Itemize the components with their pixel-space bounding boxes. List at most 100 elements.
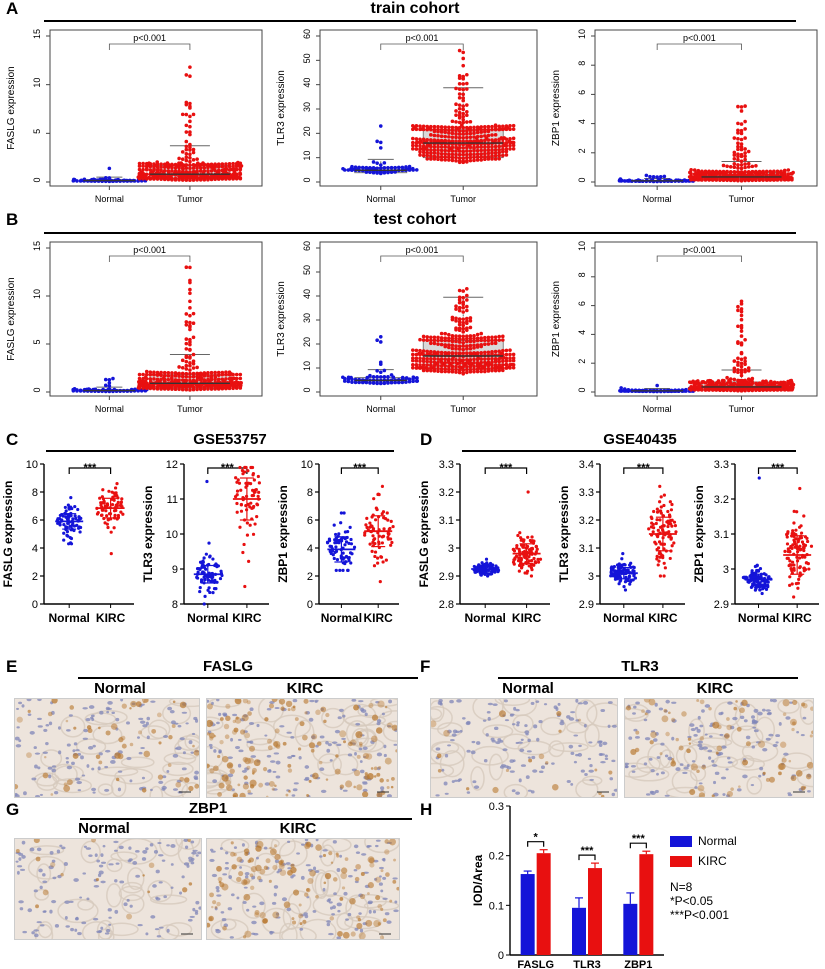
data-point bbox=[246, 469, 250, 473]
dab-stain bbox=[158, 741, 162, 745]
data-point bbox=[411, 375, 416, 379]
dab-stain bbox=[121, 703, 127, 709]
data-point bbox=[461, 146, 466, 150]
data-point bbox=[368, 373, 372, 378]
cell-nucleus bbox=[286, 731, 292, 734]
data-point bbox=[651, 530, 655, 534]
dab-stain bbox=[207, 703, 213, 710]
data-point bbox=[188, 371, 192, 376]
cell-nucleus bbox=[713, 780, 717, 785]
data-point bbox=[107, 381, 112, 385]
dab-stain bbox=[232, 792, 239, 797]
data-point bbox=[621, 552, 625, 556]
data-point bbox=[375, 368, 379, 373]
data-point bbox=[461, 111, 466, 116]
data-point bbox=[526, 490, 530, 494]
cell-nucleus bbox=[185, 722, 189, 725]
significance-bracket bbox=[380, 255, 464, 262]
data-point bbox=[432, 335, 437, 340]
cell-nucleus bbox=[51, 768, 57, 773]
data-point bbox=[754, 381, 758, 386]
tissue-structure bbox=[52, 777, 93, 794]
dab-stain bbox=[353, 769, 361, 777]
data-point bbox=[457, 295, 462, 300]
dab-stain bbox=[246, 700, 251, 705]
data-point bbox=[198, 371, 203, 376]
data-point bbox=[736, 308, 740, 313]
data-point bbox=[483, 363, 487, 368]
y-tick-label: 3.1 bbox=[439, 515, 454, 527]
data-point bbox=[457, 135, 462, 140]
data-point bbox=[101, 488, 105, 492]
data-point bbox=[743, 127, 747, 131]
dab-stain bbox=[280, 706, 285, 711]
cell-nucleus bbox=[679, 763, 684, 766]
data-point bbox=[107, 489, 111, 493]
data-point bbox=[341, 551, 345, 555]
data-point bbox=[626, 388, 631, 392]
data-point bbox=[432, 127, 437, 132]
panel-e-rule bbox=[78, 677, 418, 679]
dab-stain bbox=[334, 768, 341, 775]
dab-stain bbox=[302, 734, 308, 741]
dab-stain bbox=[373, 775, 377, 778]
data-point bbox=[195, 371, 199, 376]
data-point bbox=[479, 369, 484, 374]
cell-nucleus bbox=[355, 722, 361, 726]
data-point bbox=[432, 151, 437, 155]
data-point bbox=[202, 378, 207, 382]
data-point bbox=[529, 559, 534, 563]
data-point bbox=[472, 155, 476, 160]
data-point bbox=[662, 493, 666, 497]
x-tick-label: Normal bbox=[366, 404, 395, 414]
data-point bbox=[357, 165, 361, 170]
data-point bbox=[465, 334, 469, 339]
data-point bbox=[736, 378, 740, 383]
dab-stain bbox=[287, 708, 291, 712]
data-point bbox=[99, 501, 103, 505]
data-point bbox=[475, 130, 480, 135]
data-point bbox=[493, 335, 498, 339]
data-point bbox=[201, 161, 205, 165]
data-point bbox=[415, 365, 420, 370]
y-tick-label: 6 bbox=[307, 515, 313, 527]
data-point bbox=[620, 557, 624, 561]
cell-nucleus bbox=[325, 740, 329, 745]
dab-stain bbox=[156, 712, 162, 718]
cell-nucleus bbox=[107, 701, 113, 705]
data-point bbox=[461, 92, 466, 97]
data-point bbox=[457, 159, 462, 163]
data-point bbox=[227, 370, 232, 374]
cell-nucleus bbox=[304, 765, 310, 769]
cell-nucleus bbox=[807, 790, 811, 793]
ihc-image-tlr3-normal bbox=[430, 698, 618, 798]
data-point bbox=[508, 356, 512, 361]
data-point bbox=[465, 156, 469, 160]
data-point bbox=[485, 563, 490, 567]
data-point bbox=[736, 163, 740, 167]
data-point bbox=[107, 176, 112, 180]
cell-nucleus bbox=[275, 760, 281, 765]
data-point bbox=[382, 516, 386, 520]
data-point bbox=[658, 174, 663, 179]
data-point bbox=[521, 538, 525, 542]
data-point bbox=[493, 151, 498, 155]
data-point bbox=[739, 299, 744, 304]
y-tick-label: 3.3 bbox=[714, 459, 729, 471]
data-point bbox=[198, 586, 202, 590]
cell-nucleus bbox=[702, 746, 708, 750]
dab-stain bbox=[272, 741, 279, 747]
dab-stain bbox=[73, 726, 77, 730]
data-point bbox=[461, 56, 466, 61]
data-point bbox=[743, 165, 747, 170]
cell-nucleus bbox=[75, 749, 80, 752]
data-point bbox=[508, 137, 512, 141]
data-point bbox=[216, 564, 220, 568]
cell-nucleus bbox=[37, 725, 43, 728]
tissue-structure bbox=[746, 776, 763, 795]
data-point bbox=[346, 568, 350, 572]
data-point bbox=[234, 372, 239, 377]
data-point bbox=[468, 158, 473, 163]
cell-nucleus bbox=[536, 737, 540, 742]
data-point bbox=[457, 103, 462, 107]
